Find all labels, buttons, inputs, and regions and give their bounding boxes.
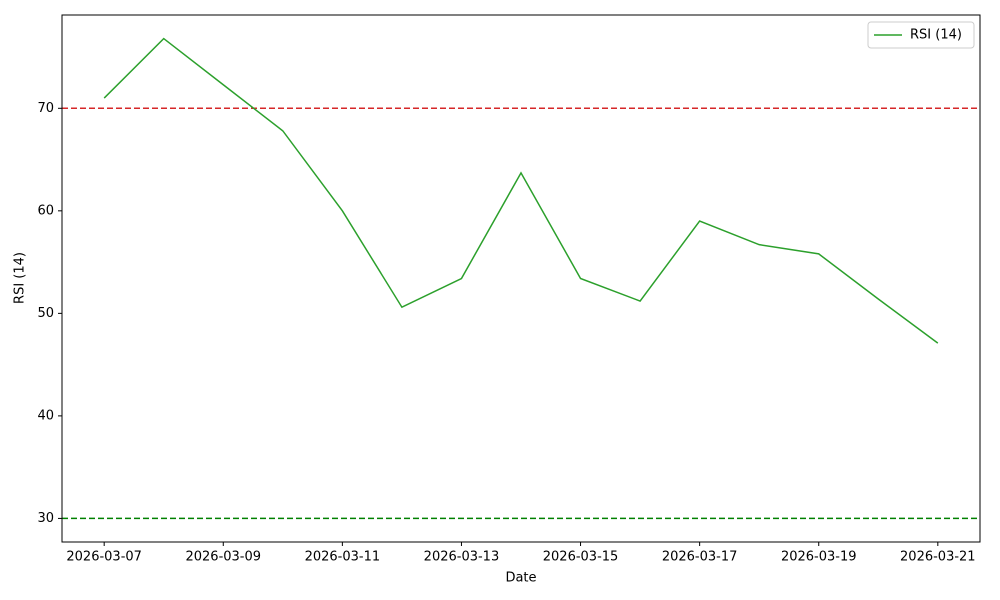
y-tick-label: 70 — [37, 101, 54, 116]
line-series — [103, 37, 939, 344]
y-tick-label: 30 — [37, 511, 54, 526]
x-tick-label: 2026-03-13 — [424, 550, 500, 565]
y-axis-label: RSI (14) — [13, 252, 28, 304]
x-tick-label: 2026-03-07 — [66, 550, 142, 565]
x-tick-label: 2026-03-21 — [900, 550, 976, 565]
x-tick-label: 2026-03-11 — [305, 550, 381, 565]
plot-frame — [61, 14, 981, 543]
legend-label: RSI (14) — [910, 28, 962, 43]
y-tick-label: 40 — [37, 408, 54, 423]
x-tick-label: 2026-03-19 — [781, 550, 857, 565]
x-axis-label: Date — [505, 571, 536, 586]
x-tick-label: 2026-03-15 — [543, 550, 619, 565]
y-tick-label: 60 — [37, 203, 54, 218]
y-tick-label: 50 — [37, 306, 54, 321]
x-tick-label: 2026-03-09 — [185, 550, 261, 565]
legend-box — [867, 21, 975, 49]
x-tick-label: 2026-03-17 — [662, 550, 738, 565]
